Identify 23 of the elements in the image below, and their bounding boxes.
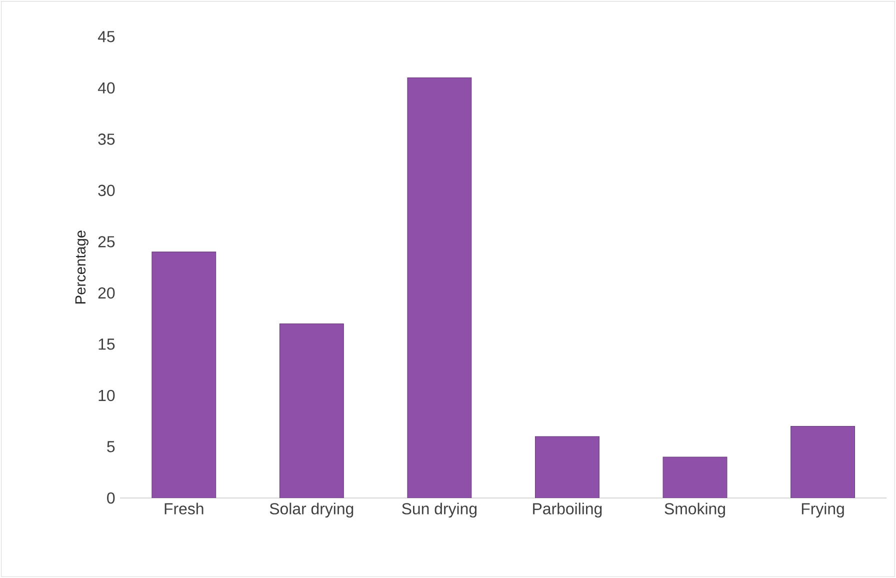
y-tick-label: 5 [107,441,115,452]
bar [407,77,472,498]
y-tick-label: 30 [98,184,115,196]
bar [535,436,600,498]
bar [790,426,855,498]
bar [662,456,728,498]
y-tick-label: 10 [98,390,115,402]
y-tick-label: 40 [98,82,115,94]
x-tick-label: Frying [802,502,844,518]
y-tick-label: 0 [107,492,115,504]
y-tick-label: 20 [98,287,115,299]
x-tick-label: Parboiling [533,502,602,518]
y-tick-label: 35 [98,134,115,145]
x-tick-label: Smoking [664,502,725,518]
y-axis-title: Percentage [75,230,88,304]
x-tick-label: Solar drying [270,502,354,518]
bar [152,252,216,498]
bar [279,323,344,498]
x-tick-label: Fresh [164,502,204,514]
y-tick-label: 25 [98,236,115,248]
y-tick-label: 45 [98,31,115,42]
x-tick-label: Sun drying [402,502,476,518]
y-tick-label: 15 [98,338,115,350]
